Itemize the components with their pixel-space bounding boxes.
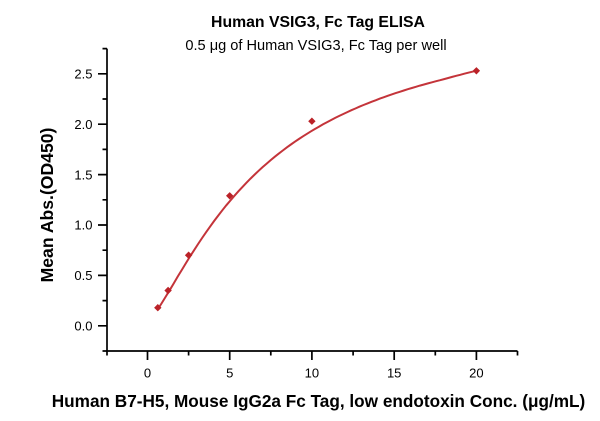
svg-text:Mean Abs.(OD450): Mean Abs.(OD450) — [37, 128, 57, 283]
svg-text:0.5: 0.5 — [74, 268, 92, 283]
svg-text:2.0: 2.0 — [74, 117, 92, 132]
svg-text:20: 20 — [469, 366, 483, 381]
svg-text:0: 0 — [144, 366, 151, 381]
svg-text:1.5: 1.5 — [74, 167, 92, 182]
svg-text:Human VSIG3, Fc Tag ELISA: Human VSIG3, Fc Tag ELISA — [211, 14, 425, 31]
svg-text:15: 15 — [387, 366, 401, 381]
svg-text:2.5: 2.5 — [74, 67, 92, 82]
svg-text:0.0: 0.0 — [74, 319, 92, 334]
svg-text:1.0: 1.0 — [74, 218, 92, 233]
svg-text:Human B7-H5, Mouse IgG2a Fc Ta: Human B7-H5, Mouse IgG2a Fc Tag, low end… — [52, 391, 586, 411]
svg-text:10: 10 — [305, 366, 319, 381]
svg-text:5: 5 — [226, 366, 233, 381]
svg-text:0.5 μg of Human VSIG3, Fc Tag: 0.5 μg of Human VSIG3, Fc Tag per well — [185, 38, 446, 54]
